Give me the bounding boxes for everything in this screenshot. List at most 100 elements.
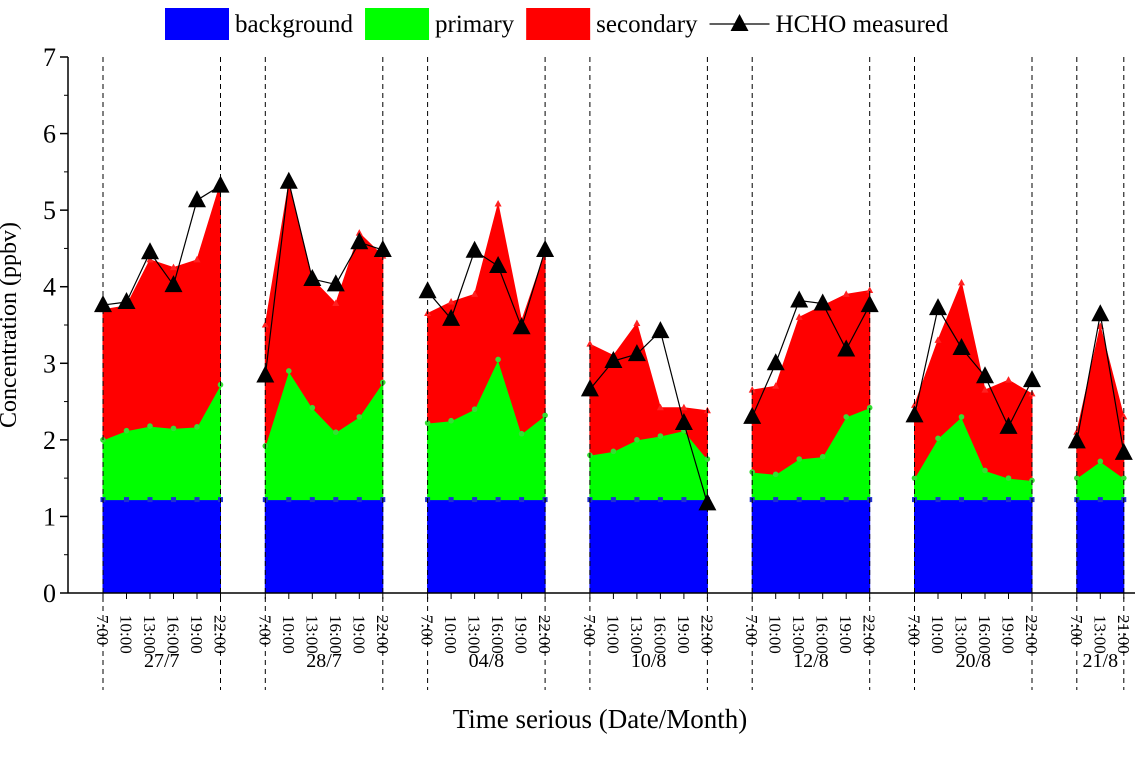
y-tick-label: 3 <box>43 349 56 378</box>
point <box>188 190 206 208</box>
x-tick-label: 19:00 <box>187 615 206 654</box>
x-tick-label: 19:00 <box>512 615 531 654</box>
x-tick-label: 21:00 <box>1114 615 1133 654</box>
marker <box>772 471 779 478</box>
marker <box>680 403 688 411</box>
x-tick-label: 13:00 <box>1090 615 1109 654</box>
marker <box>1120 412 1128 420</box>
marker <box>634 497 640 503</box>
marker <box>634 437 640 443</box>
point <box>256 365 275 383</box>
marker <box>842 290 850 297</box>
marker <box>147 497 153 503</box>
x-tick-label: 19:00 <box>999 615 1018 654</box>
marker <box>796 497 802 503</box>
point <box>1067 431 1086 449</box>
marker <box>333 429 339 436</box>
point <box>674 413 693 431</box>
area <box>1076 499 1125 594</box>
marker <box>911 475 918 481</box>
x-tick-label: 7:00 <box>255 615 274 645</box>
point <box>279 171 298 189</box>
legend-swatch <box>526 8 591 40</box>
y-tick-label: 2 <box>43 426 56 455</box>
y-tick-label: 7 <box>43 43 56 72</box>
marker <box>333 497 339 503</box>
marker <box>1006 497 1011 503</box>
point <box>580 379 599 397</box>
y-tick-label: 6 <box>43 120 56 149</box>
marker <box>1005 376 1012 383</box>
marker <box>748 386 756 393</box>
x-tick-label: 13:00 <box>140 615 159 654</box>
x-tick-label: 16:00 <box>813 615 832 654</box>
x-tick-label: 22:00 <box>535 615 554 654</box>
marker <box>772 382 780 389</box>
x-tick-label: 16:00 <box>164 615 183 654</box>
x-tick-label: 16:00 <box>488 615 507 654</box>
area <box>914 499 1033 594</box>
x-tick-label: 13:00 <box>465 615 484 654</box>
legend-label: primary <box>435 11 515 38</box>
marker <box>633 319 641 326</box>
marker <box>935 435 941 442</box>
point <box>604 350 623 368</box>
point <box>164 275 183 293</box>
x-tick-label: 7:00 <box>580 615 599 645</box>
point <box>813 293 832 311</box>
marker <box>332 299 340 307</box>
x-tick-label: 19:00 <box>349 615 368 654</box>
marker <box>171 497 176 503</box>
x-tick-label: 19:00 <box>674 615 693 654</box>
x-tick-label: 16:00 <box>650 615 669 654</box>
legend-swatch <box>365 8 430 40</box>
point <box>952 337 971 355</box>
marker <box>494 200 502 207</box>
marker <box>610 497 616 503</box>
point <box>442 308 461 326</box>
point <box>1023 370 1041 388</box>
marker <box>773 497 779 503</box>
x-tick-label: 16:00 <box>975 615 994 654</box>
marker <box>286 497 292 503</box>
marker <box>610 448 617 455</box>
x-tick-label: 10:00 <box>928 615 947 654</box>
point <box>326 274 345 292</box>
marker <box>1097 497 1103 503</box>
legend-swatch <box>165 8 229 40</box>
line <box>751 299 871 418</box>
marker <box>356 497 362 503</box>
marker <box>193 255 201 263</box>
marker <box>472 497 478 503</box>
marker <box>866 404 873 411</box>
x-tick-label: 10:00 <box>603 615 622 654</box>
x-tick-label: 22:00 <box>697 615 716 654</box>
marker <box>471 406 478 413</box>
marker <box>796 456 802 462</box>
group-label: 12/8 <box>793 650 829 672</box>
line <box>427 249 546 330</box>
marker <box>795 313 803 320</box>
marker <box>447 298 455 305</box>
marker <box>309 497 315 503</box>
x-tick-label: 22:00 <box>1022 615 1041 654</box>
x-tick-label: 13:00 <box>789 615 808 654</box>
group-label: 04/8 <box>469 650 505 672</box>
x-axis-title: Time serious (Date/Month) <box>453 704 747 734</box>
marker <box>657 433 664 439</box>
x-tick-label: 7:00 <box>93 615 112 645</box>
marker <box>286 368 292 374</box>
y-tick-label: 0 <box>43 579 56 608</box>
marker <box>820 497 826 503</box>
legend-label: secondary <box>596 11 698 38</box>
marker <box>959 497 964 503</box>
x-tick-label: 19:00 <box>836 615 855 654</box>
marker <box>1097 458 1104 465</box>
point <box>905 405 924 423</box>
x-tick-label: 10:00 <box>117 615 136 654</box>
point <box>999 416 1018 434</box>
x-tick-label: 7:00 <box>1067 615 1086 645</box>
point <box>117 292 136 310</box>
point <box>536 239 555 257</box>
